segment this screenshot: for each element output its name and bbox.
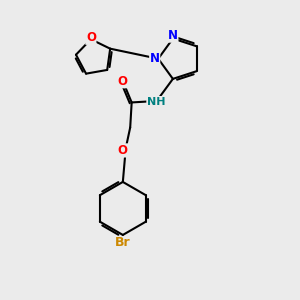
Text: Br: Br [115,236,131,249]
Text: N: N [150,52,160,65]
Text: N: N [168,29,178,42]
Text: O: O [118,144,128,157]
Text: O: O [117,75,127,88]
Text: NH: NH [147,97,165,106]
Text: O: O [86,31,96,44]
